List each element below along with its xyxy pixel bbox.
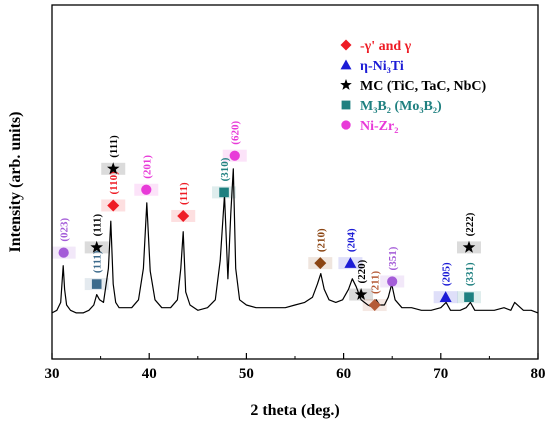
- annotation-label-14: (205): [441, 262, 453, 286]
- annotation-marker-13: [387, 276, 398, 287]
- annotation-marker-15: [464, 292, 474, 302]
- x-tick-label-40: 40: [142, 366, 157, 382]
- annotation-label-7: (310): [219, 157, 231, 181]
- annotation-marker-14: [439, 291, 452, 302]
- x-axis-label: 2 theta (deg.): [250, 402, 339, 419]
- legend-marker-1: [340, 59, 352, 70]
- annotation-label-12: (211): [370, 270, 382, 294]
- annotation-label-1: (111): [92, 250, 104, 273]
- annotation-marker-10: [344, 257, 357, 268]
- annotation-marker-2: [90, 240, 103, 253]
- annotation-label-5: (201): [141, 155, 153, 179]
- x-tick-label-70: 70: [433, 366, 448, 382]
- legend-marker-4: [341, 120, 351, 130]
- annotation-marker-3: [107, 199, 120, 212]
- annotation-marker-16: [462, 240, 476, 253]
- annotation-marker-7: [219, 187, 229, 198]
- legend-label-1: η-Ni₃Ti: [360, 59, 404, 74]
- annotation-marker-12: [368, 299, 381, 312]
- x-tick-label-80: 80: [531, 366, 546, 382]
- annotation-label-15: (331): [464, 262, 476, 286]
- legend-label-4: Ni-Zr₂: [360, 119, 398, 134]
- legend-marker-3: [341, 100, 351, 110]
- annotation-marker-9: [314, 257, 327, 270]
- x-tick-label-50: 50: [239, 366, 254, 382]
- annotation-label-10: (204): [345, 228, 357, 252]
- annotation-marker-0: [58, 247, 69, 258]
- legend-label-2: MC (TiC, TaC, NbC): [360, 79, 486, 94]
- annotation-label-0: (023): [59, 217, 71, 241]
- peak-annotations: (023) (111) (111) (110) (111) (201) (111) (310)…: [58, 121, 476, 312]
- y-axis-label: Intensity (arb. units): [7, 112, 24, 253]
- legend-label-3: M₃B₂ (Mo₃B₂): [360, 99, 442, 114]
- annotation-marker-5: [141, 184, 152, 195]
- legend-marker-2: [340, 79, 352, 90]
- annotation-marker-8: [229, 150, 240, 161]
- x-axis-ticks: 30 40 50 60 70 80: [45, 353, 546, 382]
- annotation-marker-1: [91, 279, 102, 289]
- series-line: [51, 168, 539, 314]
- annotation-label-2: (111): [92, 213, 104, 236]
- annotation-label-3: (110): [108, 171, 120, 195]
- annotation-marker-11: [354, 288, 368, 300]
- annotation-label-16: (222): [464, 212, 476, 236]
- annotation-label-9: (210): [315, 228, 327, 252]
- x-tick-label-30: 30: [45, 366, 60, 382]
- x-tick-label-60: 60: [336, 366, 351, 382]
- annotation-marker-4: [107, 162, 120, 175]
- annotation-label-11: (220): [356, 259, 368, 283]
- legend-marker-0: [340, 39, 352, 51]
- label-highlights: [51, 149, 481, 312]
- annotation-label-6: (111): [178, 182, 190, 205]
- annotation-label-13: (351): [387, 246, 399, 270]
- annotation-marker-6: [177, 209, 190, 222]
- annotation-label-8: (620): [230, 121, 242, 145]
- legend-label-0: -γ' and γ: [360, 39, 412, 54]
- annotation-label-4: (111): [108, 135, 120, 158]
- legend: -γ' and γ η-Ni₃Ti MC (TiC, TaC, NbC) M₃B₂ (…: [340, 39, 486, 134]
